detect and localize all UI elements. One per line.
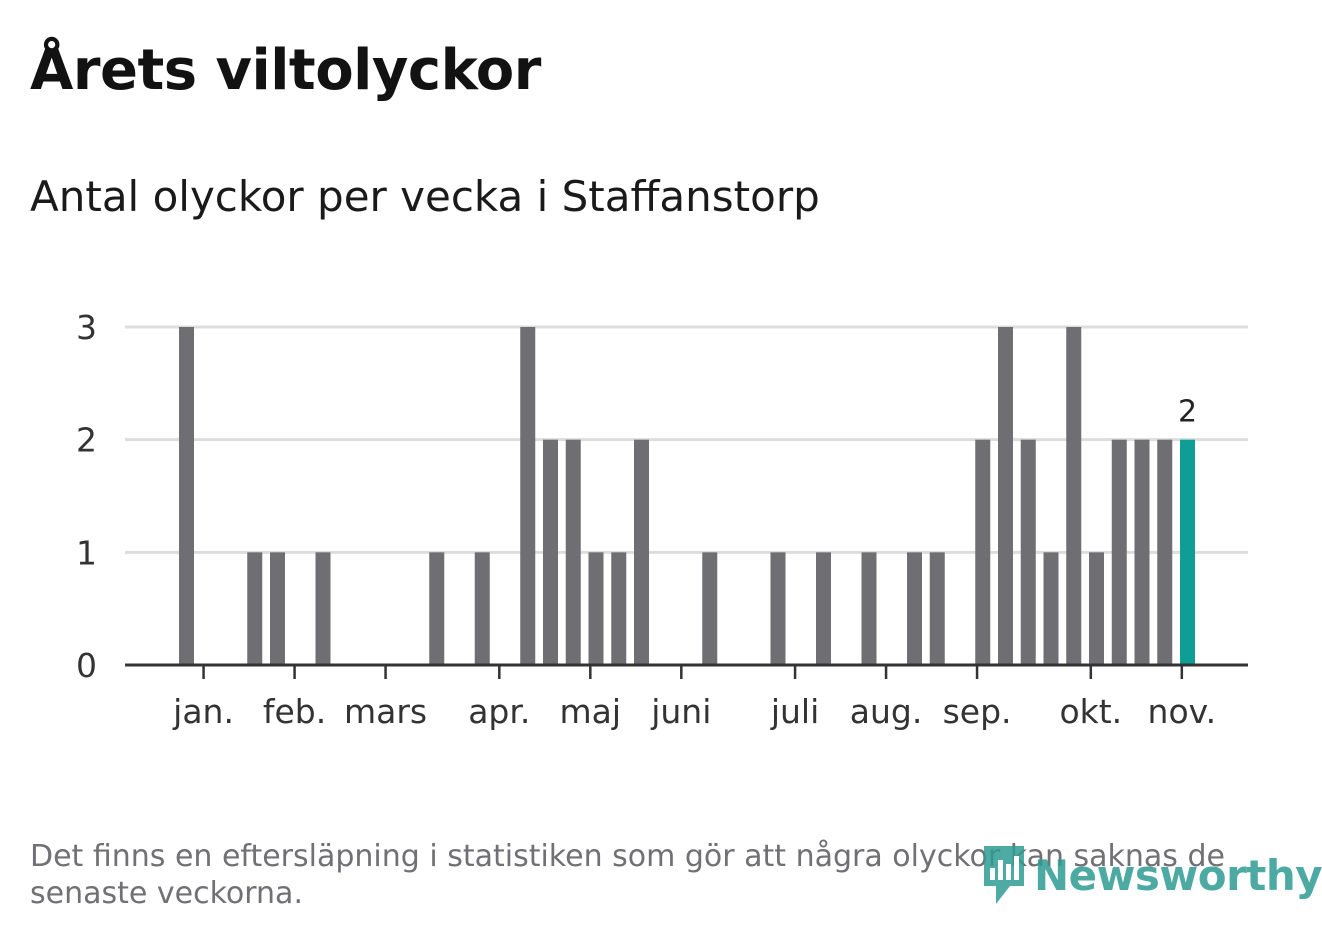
bar [1134,439,1150,665]
x-tick-label: mars [344,692,427,731]
x-tick-label: nov. [1148,692,1217,731]
y-tick-label-2: 2 [76,421,97,460]
bar [588,552,604,665]
bar [702,552,718,665]
bar-value-label: 2 [1178,395,1197,430]
x-tick-label: jan. [172,692,234,731]
bar [565,439,581,665]
bar [1066,327,1082,665]
x-tick-label: feb. [263,692,326,731]
bar [429,552,445,665]
bar [520,327,536,665]
bar [634,439,649,665]
y-tick-label-0: 0 [76,646,97,685]
y-tick-label-3: 3 [76,308,97,347]
bar [861,552,877,665]
bar [179,327,194,665]
x-tick-label: aug. [850,692,923,731]
bar [247,552,263,665]
bar [474,552,490,665]
bar [1089,552,1104,665]
newsworthy-logo-icon [984,846,1024,904]
bar [1043,552,1059,665]
newsworthy-logo-text: Newsworthy [1034,850,1322,900]
x-tick-label: juni [650,692,711,731]
bar [907,552,922,665]
x-tick-label: sep. [943,692,1012,731]
bar [816,552,831,665]
bar [975,439,991,665]
x-tick-label: maj [560,692,622,731]
bar [1111,439,1127,665]
bar [998,327,1013,665]
bar [315,552,331,665]
bar [1020,439,1036,665]
bar [929,552,945,665]
bar [270,552,285,665]
bar [770,552,786,665]
x-tick-label: okt. [1059,692,1122,731]
bar [543,439,558,665]
chart-title: Årets viltolyckor [30,38,541,103]
x-tick-label: apr. [468,692,530,731]
bar [611,552,627,665]
bar-chart: 0 1 2 3 2 jan. feb. mars apr. maj juni juli aug. sep.… [76,308,1248,731]
newsworthy-logo: Newsworthy [980,840,1322,910]
y-tick-label-1: 1 [76,533,97,572]
bar-latest [1180,439,1195,665]
chart-subtitle: Antal olyckor per vecka i Staffanstorp [30,172,820,221]
x-tick-label: juli [770,692,819,731]
footnote: Det finns en eftersläpning i statistiken… [30,839,1225,911]
bar [1157,439,1173,665]
